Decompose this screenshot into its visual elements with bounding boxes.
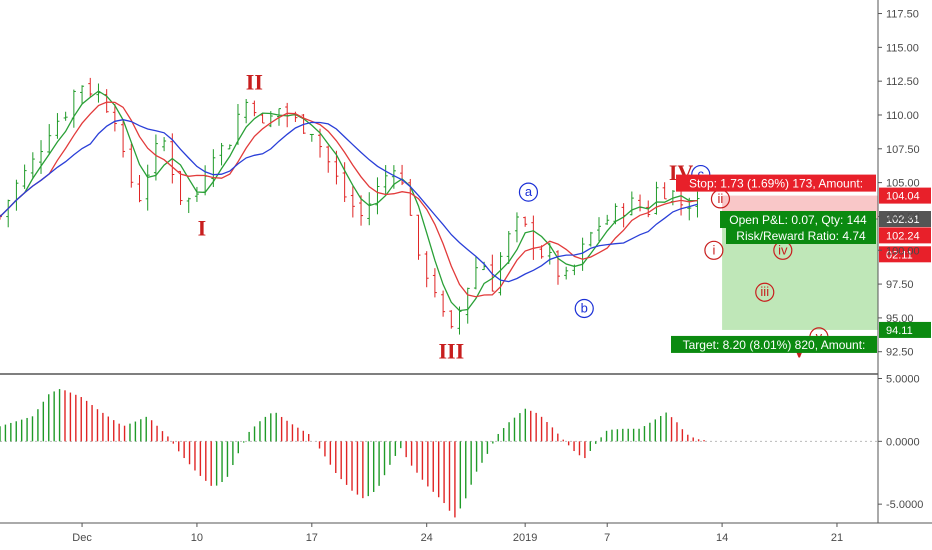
- price-tick-label: 100.00: [886, 245, 920, 257]
- wave-circle-blue: [574, 298, 594, 319]
- time-tick-label: 7: [604, 532, 610, 544]
- price-tick-label: 97.50: [886, 279, 914, 291]
- wave-label-sub: i: [712, 242, 715, 257]
- price-tick-label: 110.00: [886, 110, 919, 122]
- candles: [0, 77, 700, 335]
- wave-label-major: III: [438, 338, 464, 363]
- info-box-text-risk_reward: Risk/Reward Ratio: 4.74: [736, 229, 866, 243]
- price-axis-tag: [879, 211, 931, 228]
- price-tick-label: 115.00: [886, 42, 919, 54]
- ma-fast-line: [0, 90, 698, 312]
- wave-circle-red: [704, 240, 724, 260]
- price-axis-tag-text: 102.31: [886, 214, 920, 226]
- time-tick-label: 2019: [513, 532, 537, 544]
- moving-averages: [0, 90, 698, 312]
- osc-tick-label: 5.0000: [886, 374, 920, 386]
- price-tick-label: 92.50: [886, 347, 914, 359]
- wave-label-sub: iii: [760, 284, 769, 299]
- time-tick-label: 14: [716, 532, 728, 544]
- wave-label-major: II: [246, 69, 263, 94]
- wave-label-major: I: [198, 215, 207, 240]
- wave-label-minor: b: [581, 300, 588, 315]
- info-box-stop: [676, 174, 876, 192]
- price-tick-label: 117.50: [886, 9, 919, 21]
- price-axis-tag-text: 104.04: [886, 191, 920, 203]
- price-tick-label: 107.50: [886, 144, 920, 156]
- price-tick-label: 102.50: [886, 211, 920, 223]
- time-tick-label: 24: [421, 532, 433, 544]
- wave-label-minor: a: [525, 184, 533, 199]
- wave-circle-red: [755, 282, 775, 302]
- time-tick-label: 21: [831, 532, 843, 544]
- time-tick-label: 10: [191, 532, 203, 544]
- time-tick-label: Dec: [72, 532, 92, 544]
- wave-circle-blue: [518, 182, 539, 202]
- osc-tick-label: 0.0000: [886, 436, 920, 448]
- price-tick-label: 112.50: [886, 76, 919, 88]
- price-axis-tag: [879, 321, 931, 338]
- time-tick-label: 17: [306, 532, 318, 544]
- price-axis-tag: [879, 187, 931, 204]
- price-axis-tag-text: 102.24: [886, 230, 920, 242]
- price-axis-tag: [879, 246, 931, 263]
- price-tick-label: 95.00: [886, 313, 914, 325]
- wave-label-minor: c: [698, 167, 705, 182]
- info-box-risk_reward: [726, 227, 876, 245]
- ma-mid-line: [0, 101, 698, 298]
- osc-tick-label: -5.0000: [886, 499, 923, 511]
- oscillator-bars: [0, 389, 705, 518]
- price-grid: [0, 373, 878, 442]
- info-box-text-stop: Stop: 1.73 (1.69%) 173, Amount:: [689, 177, 863, 191]
- info-box-text-target: Target: 8.20 (8.01%) 820, Amount:: [683, 338, 866, 352]
- ma-slow-line: [0, 119, 698, 283]
- price-tick-label: 105.00: [886, 178, 920, 190]
- info-box-text-open_pl: Open P&L: 0.07, Qty: 144: [729, 213, 867, 227]
- price-axis-tag-text: 94.11: [886, 325, 913, 337]
- wave-label-sub: iv: [778, 242, 788, 257]
- price-axis-tag-text: 02:11: [886, 249, 913, 261]
- position-info-boxes: Stop: 1.73 (1.69%) 173, Amount: Open P&L:…: [671, 174, 931, 353]
- info-box-open_pl: [720, 211, 876, 229]
- price-axis-tag: [879, 227, 931, 244]
- wave-label-sub: ii: [718, 191, 724, 206]
- info-box-target: [671, 335, 877, 353]
